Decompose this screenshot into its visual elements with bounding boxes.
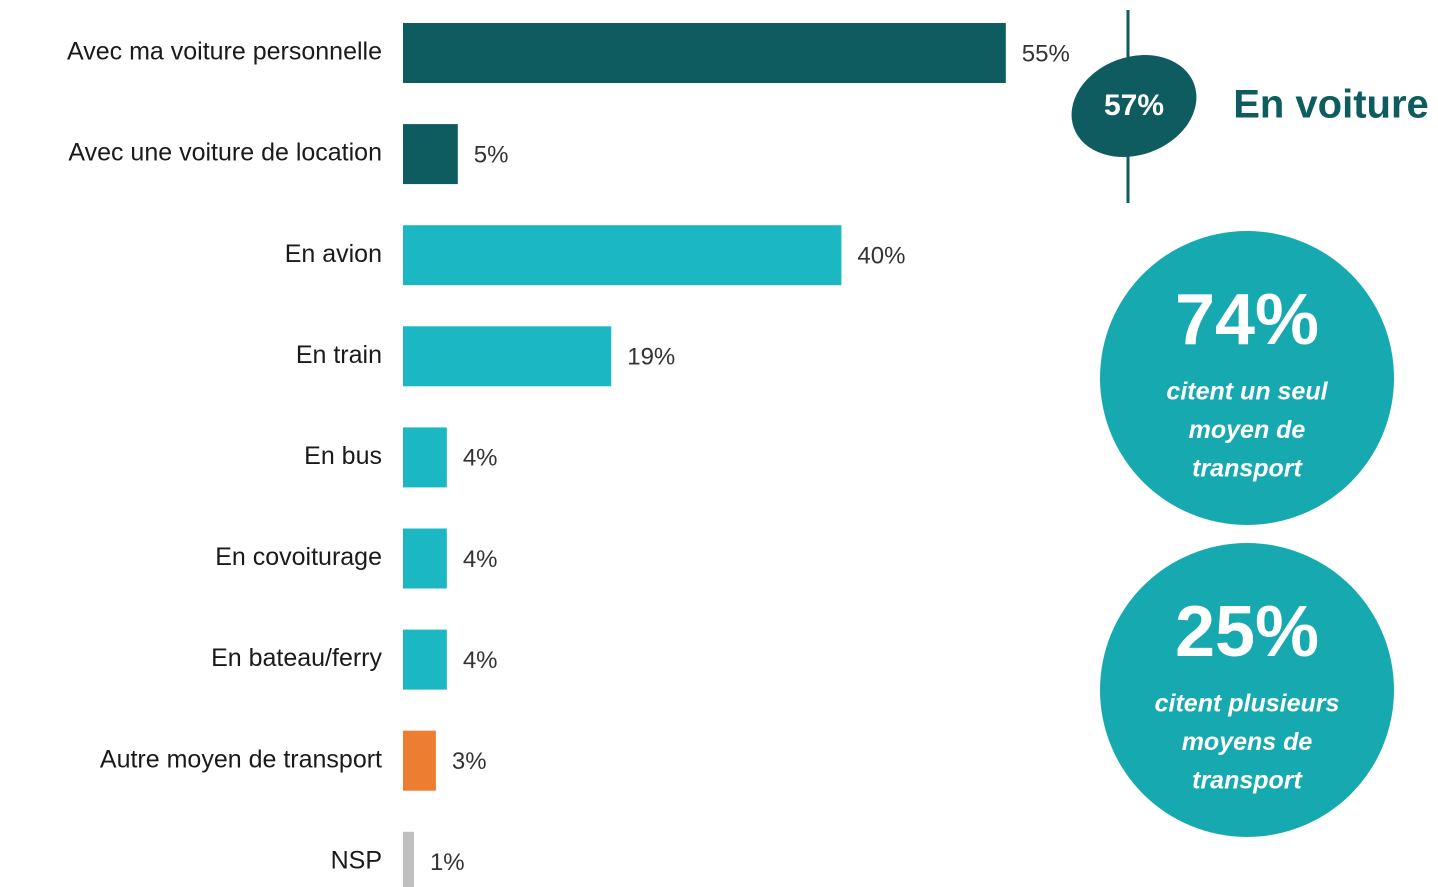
bar: [403, 427, 447, 488]
single-circle: [1100, 231, 1394, 525]
multiple-caption: citent plusieurs: [1155, 690, 1340, 718]
multiple-caption: moyens de: [1182, 728, 1313, 756]
category-label: En bateau/ferry: [211, 644, 382, 672]
multiple-caption: transport: [1192, 767, 1303, 795]
value-label: 1%: [430, 849, 465, 876]
bar: [403, 831, 414, 887]
category-label: En covoiturage: [215, 543, 382, 571]
single-figure: 74%: [1175, 280, 1319, 360]
category-label: En train: [296, 341, 382, 369]
multiple-figure: 25%: [1175, 592, 1319, 672]
bar: [403, 528, 447, 589]
car-figure: 57%: [1104, 89, 1164, 122]
category-label: Autre moyen de transport: [100, 745, 382, 773]
single-caption: moyen de: [1189, 416, 1306, 444]
value-label: 19%: [627, 344, 675, 371]
car-label: En voiture: [1233, 83, 1429, 127]
value-label: 55%: [1022, 40, 1070, 67]
value-label: 4%: [463, 445, 498, 472]
car-badge: [1071, 55, 1197, 157]
category-label: En bus: [304, 442, 382, 470]
value-label: 5%: [474, 141, 509, 168]
value-label: 4%: [463, 546, 498, 573]
category-label: Avec une voiture de location: [68, 139, 382, 167]
multiple-circle: [1100, 543, 1394, 837]
bar: [403, 124, 458, 185]
value-label: 4%: [463, 647, 498, 674]
bar: [403, 629, 447, 690]
category-label: NSP: [331, 846, 382, 874]
bar: [403, 23, 1006, 83]
value-label: 3%: [452, 748, 487, 775]
value-label: 40%: [857, 243, 905, 270]
category-label: Avec ma voiture personnelle: [67, 38, 382, 66]
single-caption: citent un seul: [1166, 378, 1328, 406]
bar: [403, 225, 842, 286]
category-label: En avion: [285, 240, 382, 268]
single-caption: transport: [1192, 455, 1303, 483]
bar: [403, 326, 612, 387]
bar: [403, 730, 436, 791]
